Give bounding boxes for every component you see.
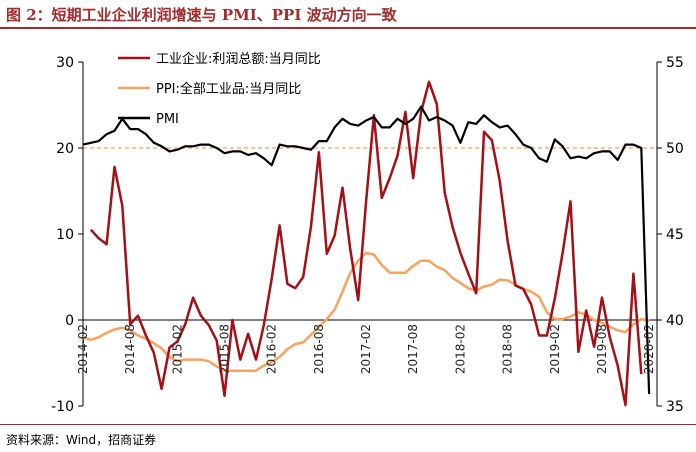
right-tick-label: 40 (666, 313, 684, 329)
right-tick-label: 35 (666, 399, 684, 415)
x-tick-label: 2015-08 (218, 324, 232, 374)
legend: 工业企业:利润总额:当月同比 PPI:全部工业品:当月同比 PMI (118, 51, 321, 127)
chart-title: 图 2：短期工业企业利润增速与 PMI、PPI 波动方向一致 (6, 6, 397, 24)
left-tick-label: -10 (51, 399, 74, 415)
left-tick-label: 30 (56, 55, 74, 71)
series-line-pmi (82, 105, 651, 395)
right-tick-label: 50 (666, 141, 684, 157)
legend-label-pmi: PMI (156, 112, 179, 127)
series-line-ppi (82, 251, 650, 372)
x-tick-label: 2015-02 (170, 324, 184, 374)
x-tick-label: 2018-08 (501, 324, 515, 374)
x-tick-label: 2018-02 (453, 324, 467, 374)
right-tick-label: 55 (666, 55, 684, 71)
left-tick-label: 20 (56, 141, 74, 157)
left-tick-label: 10 (56, 227, 74, 243)
x-tick-label: 2016-02 (265, 324, 279, 374)
footer-divider (0, 424, 696, 425)
left-tick-label: 0 (65, 313, 74, 329)
legend-label-ppi: PPI:全部工业品:当月同比 (156, 81, 301, 97)
x-tick-label: 2017-02 (359, 324, 373, 374)
series-line-profit (89, 80, 643, 407)
x-tick-label: 2020-02 (642, 324, 656, 374)
x-tick-label: 2019-02 (548, 324, 562, 374)
x-axis-ticks: 2014-02 2014-08 2015-02 2015-08 2016-02 2016-… (76, 324, 656, 374)
series-layer (82, 80, 651, 407)
source-note: 资料来源：Wind，招商证券 (6, 433, 157, 447)
legend-label-profit: 工业企业:利润总额:当月同比 (156, 51, 321, 67)
right-tick-label: 45 (666, 227, 684, 243)
x-tick-label: 2014-08 (123, 324, 137, 374)
x-tick-label: 2017-08 (406, 324, 420, 374)
x-tick-label: 2019-08 (595, 324, 609, 374)
x-tick-label: 2014-02 (76, 324, 90, 374)
x-tick-label: 2016-08 (312, 324, 326, 374)
title-divider (0, 27, 696, 29)
